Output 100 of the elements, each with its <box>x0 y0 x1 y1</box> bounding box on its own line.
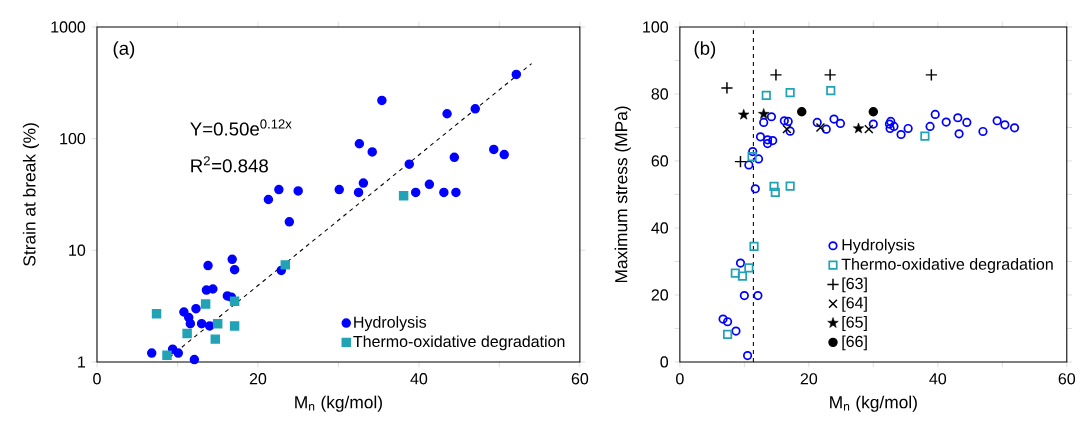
point <box>263 194 274 205</box>
point <box>146 348 157 358</box>
point <box>785 88 795 98</box>
point <box>748 147 758 157</box>
point <box>210 334 221 344</box>
point <box>274 184 284 195</box>
point <box>208 284 218 294</box>
point <box>829 114 839 124</box>
point <box>797 107 807 117</box>
point <box>747 152 757 162</box>
point <box>151 309 162 319</box>
point <box>896 129 906 140</box>
point <box>785 181 795 191</box>
point <box>889 121 899 132</box>
point <box>750 184 760 194</box>
point <box>489 144 499 155</box>
point <box>925 121 935 132</box>
point <box>730 268 740 278</box>
point <box>769 68 783 82</box>
point <box>753 291 763 301</box>
point <box>835 118 846 129</box>
point <box>735 258 746 268</box>
point <box>761 90 771 100</box>
point <box>200 299 211 309</box>
point <box>925 68 938 82</box>
y-axis-title: Maximum stress (MPa) <box>614 106 631 283</box>
point <box>738 108 750 120</box>
point <box>367 147 377 157</box>
point <box>744 160 754 170</box>
point <box>753 154 764 164</box>
legend-label: Hydrolysis <box>842 238 915 254</box>
point <box>280 260 291 270</box>
point <box>737 271 748 281</box>
annotation: Y=0.50e$^{0.12x}$ <box>190 119 292 136</box>
point <box>720 81 734 95</box>
point <box>718 314 728 324</box>
point <box>941 117 951 127</box>
point <box>762 135 773 145</box>
x-tick-label: 20 <box>800 373 818 385</box>
point <box>722 329 733 340</box>
point <box>212 319 223 329</box>
point <box>442 109 452 119</box>
legend-label: Hydrolysis <box>354 316 427 332</box>
annotation: (b) <box>694 41 716 59</box>
y-tick-label: 60 <box>651 155 669 167</box>
point <box>768 135 778 146</box>
point <box>398 191 409 201</box>
x-axis-title: M$_{n}$ (kg/mol) <box>830 395 917 412</box>
point <box>739 291 749 301</box>
point <box>759 117 769 128</box>
point <box>731 326 741 336</box>
point <box>229 296 240 306</box>
point <box>284 217 295 227</box>
annotation: (a) <box>113 41 135 59</box>
legend-label: Thermo-oxidative degradation <box>353 335 565 351</box>
point <box>852 122 865 134</box>
point <box>191 303 201 314</box>
y-axis-title: Strain at break (%) <box>22 123 40 266</box>
point <box>749 241 759 252</box>
x-tick-label: 40 <box>410 373 428 385</box>
point <box>885 123 895 134</box>
point <box>424 179 435 190</box>
legend-label: [65] <box>842 316 867 332</box>
point <box>377 95 387 106</box>
point <box>864 124 874 134</box>
point <box>354 139 365 149</box>
point <box>410 187 421 198</box>
point <box>903 123 913 134</box>
legend-label: [64] <box>842 296 867 312</box>
point <box>954 129 964 139</box>
x-tick-label: 0 <box>93 373 101 385</box>
point <box>162 350 172 360</box>
point <box>229 265 240 275</box>
point <box>812 117 822 128</box>
point <box>962 117 972 128</box>
point <box>722 317 733 327</box>
point <box>978 126 988 137</box>
y-tick-label: 40 <box>651 222 669 234</box>
point <box>189 354 200 365</box>
point <box>823 68 837 82</box>
point <box>930 109 940 120</box>
point <box>920 131 930 141</box>
point <box>770 187 780 198</box>
legend-label: [66] <box>842 335 867 351</box>
y-tick-label: 1 <box>78 356 85 368</box>
point <box>404 159 414 169</box>
point <box>203 260 213 271</box>
point <box>227 254 237 265</box>
y-tick-label: 100 <box>60 133 86 145</box>
point <box>470 104 480 114</box>
point <box>173 348 184 358</box>
y-tick-label: 20 <box>651 289 669 301</box>
point <box>353 187 364 198</box>
point <box>769 181 779 192</box>
point <box>868 107 879 117</box>
point <box>185 319 196 329</box>
x-tick-label: 0 <box>676 373 684 385</box>
point <box>779 116 789 126</box>
point <box>1000 120 1010 130</box>
point <box>204 321 215 331</box>
